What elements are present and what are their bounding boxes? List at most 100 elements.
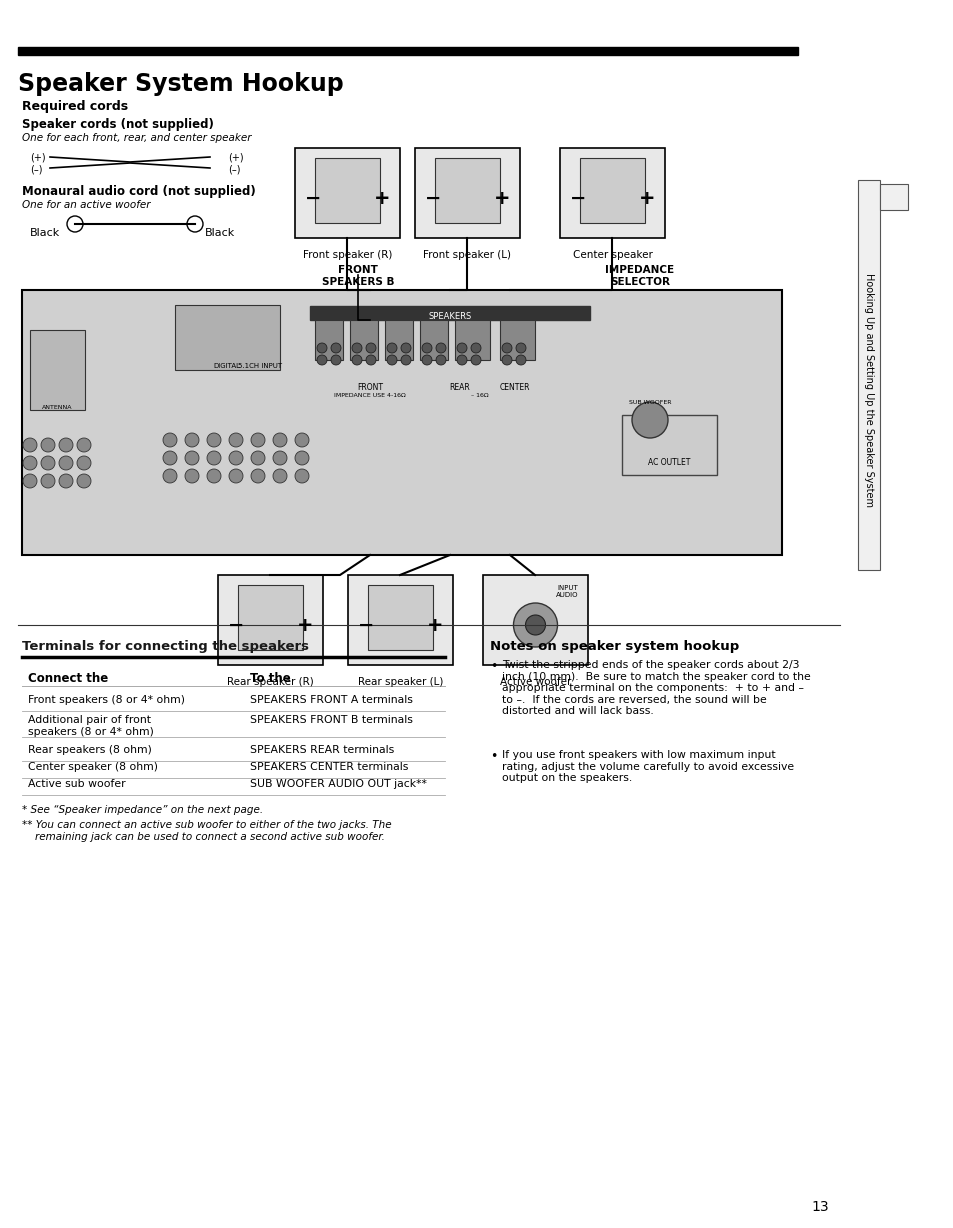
Circle shape xyxy=(501,343,512,352)
Circle shape xyxy=(185,469,199,483)
Text: Hooking Up and Setting Up the Speaker System: Hooking Up and Setting Up the Speaker Sy… xyxy=(863,273,873,507)
Text: Notes on speaker system hookup: Notes on speaker system hookup xyxy=(490,640,739,653)
Text: One for an active woofer: One for an active woofer xyxy=(22,200,151,210)
Bar xyxy=(579,158,644,223)
Text: •: • xyxy=(490,750,497,763)
Text: Twist the stripped ends of the speaker cords about 2/3
inch (10 mm).  Be sure to: Twist the stripped ends of the speaker c… xyxy=(501,659,810,716)
Circle shape xyxy=(163,469,177,483)
Circle shape xyxy=(185,451,199,465)
Text: 5.1CH INPUT: 5.1CH INPUT xyxy=(237,363,282,368)
Text: +: + xyxy=(374,189,390,208)
Text: (–): (–) xyxy=(30,165,43,174)
Circle shape xyxy=(387,343,396,352)
Text: •: • xyxy=(490,659,497,673)
Circle shape xyxy=(163,433,177,447)
Circle shape xyxy=(273,433,287,447)
Circle shape xyxy=(366,343,375,352)
Circle shape xyxy=(316,355,327,365)
Text: Terminals for connecting the speakers: Terminals for connecting the speakers xyxy=(22,640,309,653)
Circle shape xyxy=(163,451,177,465)
Text: −: − xyxy=(424,189,441,208)
Bar xyxy=(499,321,535,360)
Circle shape xyxy=(516,355,525,365)
Text: Rear speaker (L): Rear speaker (L) xyxy=(357,677,443,686)
Circle shape xyxy=(23,456,37,470)
Text: Black: Black xyxy=(30,228,60,238)
Bar xyxy=(368,585,433,650)
Text: +: + xyxy=(638,189,655,208)
Text: +: + xyxy=(493,189,510,208)
Text: FRONT: FRONT xyxy=(356,383,382,392)
Text: −: − xyxy=(305,189,321,208)
Circle shape xyxy=(59,456,73,470)
Circle shape xyxy=(456,343,467,352)
Circle shape xyxy=(229,433,243,447)
Text: (+): (+) xyxy=(228,152,243,162)
Circle shape xyxy=(331,355,340,365)
Bar xyxy=(419,321,448,360)
Text: Speaker cords (not supplied): Speaker cords (not supplied) xyxy=(22,118,213,131)
Text: Active sub woofer: Active sub woofer xyxy=(28,779,126,790)
Bar xyxy=(455,321,490,360)
Bar xyxy=(294,149,399,238)
Bar xyxy=(314,321,343,360)
Bar xyxy=(879,184,907,210)
Circle shape xyxy=(513,603,557,647)
Bar xyxy=(174,305,280,370)
Bar xyxy=(30,330,85,410)
Circle shape xyxy=(59,474,73,488)
Text: * See “Speaker impedance” on the next page.: * See “Speaker impedance” on the next pa… xyxy=(22,806,263,815)
Circle shape xyxy=(366,355,375,365)
Circle shape xyxy=(294,469,309,483)
Text: SUB WOOFER AUDIO OUT jack**: SUB WOOFER AUDIO OUT jack** xyxy=(250,779,426,790)
Text: ** You can connect an active sub woofer to either of the two jacks. The
    rema: ** You can connect an active sub woofer … xyxy=(22,820,392,841)
Bar xyxy=(350,321,377,360)
Text: Front speaker (R): Front speaker (R) xyxy=(302,251,392,260)
Text: SPEAKERS CENTER terminals: SPEAKERS CENTER terminals xyxy=(250,763,408,772)
Text: Center speaker (8 ohm): Center speaker (8 ohm) xyxy=(28,763,158,772)
Text: REAR: REAR xyxy=(449,383,470,392)
Circle shape xyxy=(631,402,667,438)
Circle shape xyxy=(185,433,199,447)
Circle shape xyxy=(273,451,287,465)
Bar xyxy=(482,575,587,666)
Circle shape xyxy=(525,615,545,635)
Bar xyxy=(385,321,413,360)
Bar xyxy=(415,149,519,238)
Circle shape xyxy=(207,451,221,465)
Circle shape xyxy=(331,343,340,352)
Circle shape xyxy=(516,343,525,352)
Text: Additional pair of front
speakers (8 or 4* ohm): Additional pair of front speakers (8 or … xyxy=(28,715,153,737)
Text: FRONT
SPEAKERS B: FRONT SPEAKERS B xyxy=(321,265,394,286)
Circle shape xyxy=(352,355,361,365)
Circle shape xyxy=(456,355,467,365)
Text: Monaural audio cord (not supplied): Monaural audio cord (not supplied) xyxy=(22,185,255,198)
Text: Black: Black xyxy=(205,228,235,238)
Circle shape xyxy=(400,355,411,365)
Bar xyxy=(218,575,323,666)
Circle shape xyxy=(436,355,446,365)
Text: If you use front speakers with low maximum input
rating, adjust the volume caref: If you use front speakers with low maxim… xyxy=(501,750,793,783)
Text: Center speaker: Center speaker xyxy=(572,251,652,260)
Text: +: + xyxy=(426,615,442,635)
Circle shape xyxy=(77,438,91,452)
Circle shape xyxy=(436,343,446,352)
Circle shape xyxy=(352,343,361,352)
Circle shape xyxy=(421,355,432,365)
Text: IMPEDANCE USE 4-16Ω: IMPEDANCE USE 4-16Ω xyxy=(334,393,405,398)
Circle shape xyxy=(294,451,309,465)
Text: SPEAKERS FRONT A terminals: SPEAKERS FRONT A terminals xyxy=(250,695,413,705)
Text: +: + xyxy=(296,615,313,635)
Text: Connect the: Connect the xyxy=(28,672,108,685)
Circle shape xyxy=(316,343,327,352)
Circle shape xyxy=(67,216,83,232)
Text: INPUT
AUDIO: INPUT AUDIO xyxy=(555,585,578,598)
Bar xyxy=(237,585,303,650)
Text: (+): (+) xyxy=(30,152,46,162)
Circle shape xyxy=(59,438,73,452)
Text: Speaker System Hookup: Speaker System Hookup xyxy=(18,72,343,96)
Circle shape xyxy=(387,355,396,365)
Text: −: − xyxy=(357,615,374,635)
Circle shape xyxy=(23,474,37,488)
Text: 13: 13 xyxy=(810,1200,828,1214)
